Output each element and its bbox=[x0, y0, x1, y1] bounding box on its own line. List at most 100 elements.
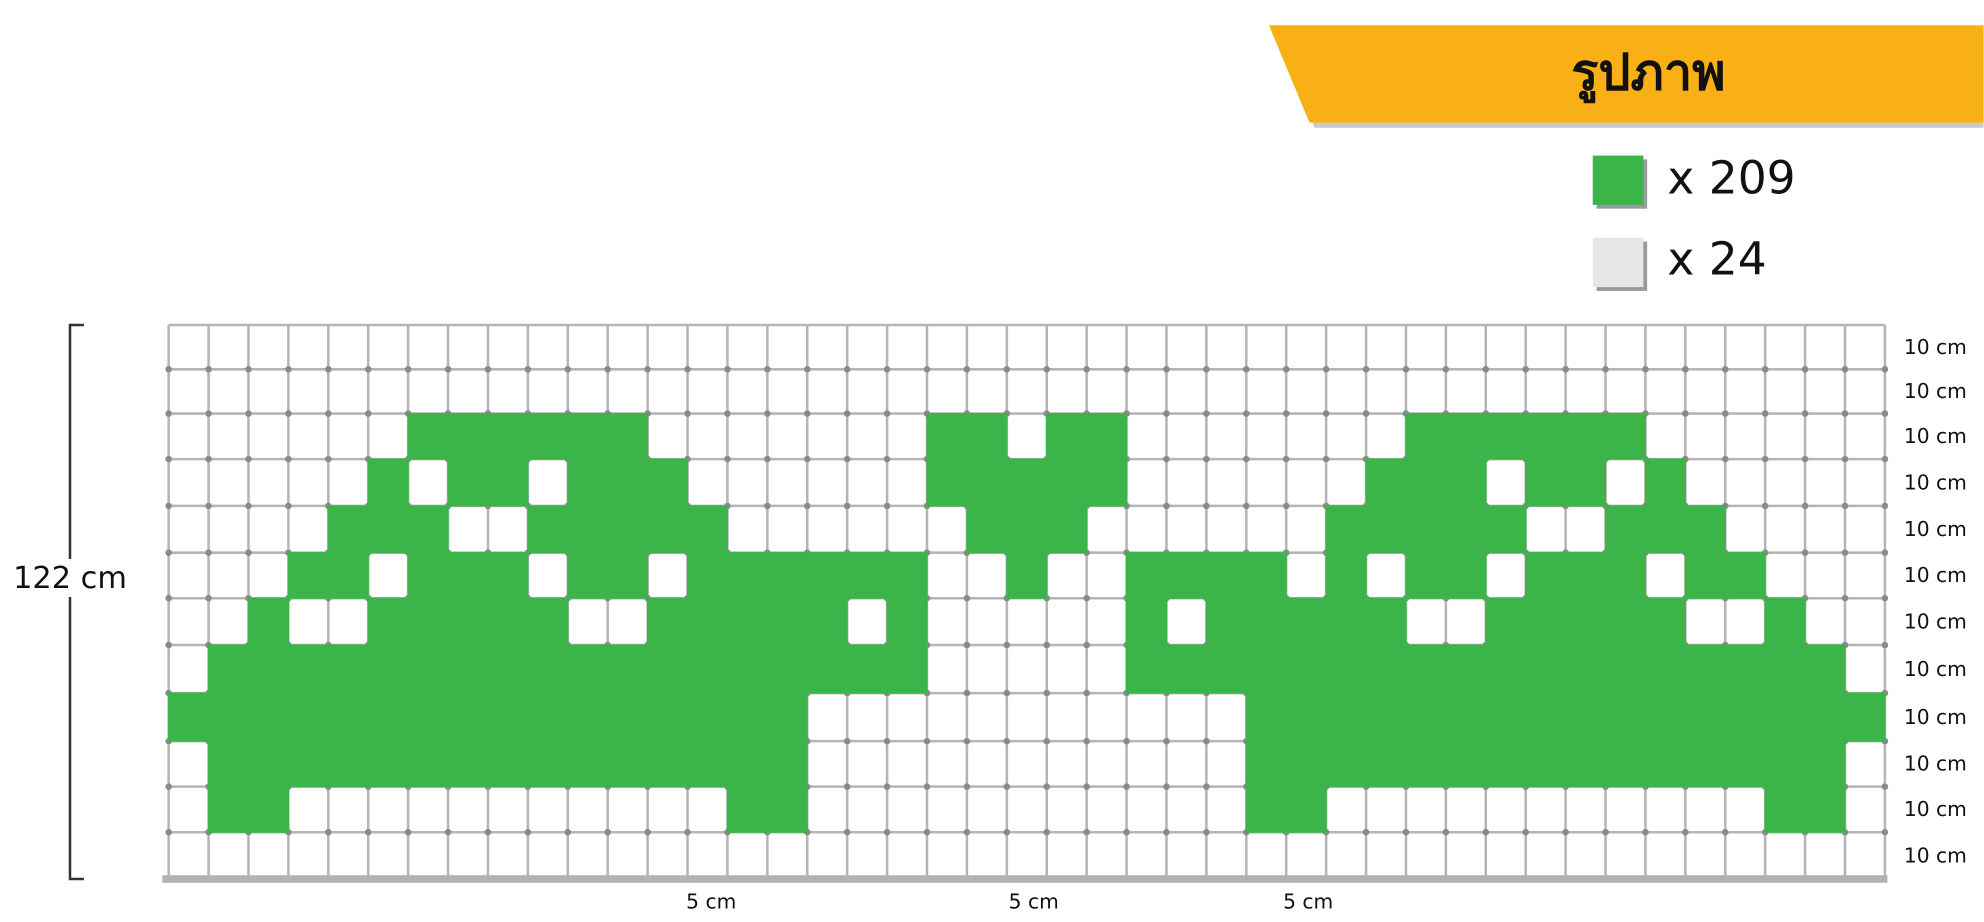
green-cell bbox=[607, 692, 649, 742]
green-cell bbox=[1564, 740, 1607, 788]
grid-dot bbox=[843, 455, 851, 463]
green-cell bbox=[1684, 692, 1726, 742]
green-cell bbox=[487, 740, 529, 788]
grid-dot bbox=[285, 410, 292, 417]
grid-dot bbox=[325, 455, 332, 463]
green-cell bbox=[567, 644, 609, 694]
green-cell bbox=[207, 786, 250, 833]
grid-dot bbox=[1881, 549, 1889, 556]
legend-label: x 209 bbox=[1667, 151, 1795, 204]
green-cell bbox=[1445, 740, 1487, 788]
grid-dot bbox=[524, 828, 532, 836]
grid-dot bbox=[1801, 410, 1809, 417]
grid-dot bbox=[165, 502, 172, 510]
grid-dot bbox=[1362, 410, 1370, 417]
green-cell bbox=[327, 644, 369, 694]
grid-dot bbox=[883, 737, 891, 745]
row-label: 10 cm bbox=[1904, 797, 1967, 821]
green-cell bbox=[1564, 692, 1607, 742]
green-cell bbox=[846, 552, 888, 599]
grid-dot bbox=[644, 828, 651, 836]
grid-dot bbox=[1682, 410, 1689, 417]
grid-dot bbox=[604, 366, 611, 373]
grid-dot bbox=[843, 828, 851, 836]
green-cell bbox=[1485, 412, 1527, 460]
green-cell bbox=[207, 692, 250, 742]
grid-dot bbox=[1841, 549, 1849, 556]
green-cell bbox=[447, 597, 489, 646]
grid-dot bbox=[1123, 783, 1130, 790]
green-cell bbox=[726, 552, 768, 599]
grid-dot bbox=[245, 502, 252, 510]
green-cell bbox=[168, 692, 210, 742]
row-label: 10 cm bbox=[1904, 424, 1967, 448]
grid-dot bbox=[1282, 502, 1290, 510]
green-cell bbox=[1325, 692, 1367, 742]
grid-dot bbox=[1761, 502, 1769, 510]
green-cell bbox=[407, 505, 449, 554]
grid-dot bbox=[1682, 828, 1689, 836]
grid-dot bbox=[1123, 366, 1130, 373]
green-cell bbox=[567, 692, 609, 742]
grid-dot bbox=[1243, 410, 1250, 417]
green-cell bbox=[1365, 597, 1407, 646]
grid-dot bbox=[684, 410, 691, 417]
green-cell bbox=[607, 552, 649, 599]
green-cell bbox=[646, 597, 689, 646]
green-cell bbox=[1764, 740, 1806, 788]
green-cell bbox=[1604, 412, 1647, 460]
grid-dot bbox=[883, 410, 891, 417]
grid-dot bbox=[883, 366, 891, 373]
green-cell bbox=[1205, 552, 1247, 599]
grid-dot bbox=[684, 828, 691, 836]
green-cell bbox=[407, 412, 449, 460]
green-cell bbox=[607, 740, 649, 788]
green-cell bbox=[1684, 552, 1726, 599]
green-cell bbox=[646, 692, 689, 742]
row-label: 10 cm bbox=[1904, 379, 1967, 403]
grid-dot bbox=[803, 366, 811, 373]
green-cell bbox=[686, 505, 729, 554]
green-cell bbox=[686, 597, 729, 646]
green-cell bbox=[247, 597, 290, 646]
grid-dot bbox=[1602, 828, 1609, 836]
green-cell bbox=[327, 740, 369, 788]
grid-dot bbox=[843, 502, 851, 510]
grid-dot bbox=[1003, 783, 1011, 790]
green-cell bbox=[1485, 505, 1527, 554]
grid-dot bbox=[1482, 366, 1490, 373]
green-cell bbox=[1285, 597, 1327, 646]
grid-dot bbox=[1083, 366, 1090, 373]
green-cell bbox=[1644, 740, 1686, 788]
green-cell bbox=[527, 597, 569, 646]
green-cell bbox=[766, 597, 808, 646]
grid-dot bbox=[165, 366, 172, 373]
grid-dot bbox=[803, 502, 811, 510]
grid-dot bbox=[1203, 410, 1210, 417]
green-cell bbox=[966, 505, 1008, 554]
grid-dot bbox=[1123, 828, 1130, 836]
green-cell bbox=[407, 692, 449, 742]
grid-dot bbox=[883, 502, 891, 510]
green-cell bbox=[686, 644, 729, 694]
green-cell bbox=[287, 692, 329, 742]
legend-swatch-green bbox=[1592, 155, 1644, 205]
grid-dot bbox=[205, 549, 212, 556]
grid-dot bbox=[1642, 366, 1649, 373]
row-label: 10 cm bbox=[1904, 517, 1967, 541]
row-label: 10 cm bbox=[1904, 705, 1967, 729]
green-cell bbox=[567, 412, 609, 460]
green-cell bbox=[686, 740, 729, 788]
grid-dot bbox=[165, 783, 172, 790]
green-cell bbox=[1764, 597, 1806, 646]
green-cell bbox=[367, 692, 409, 742]
grid-dot bbox=[604, 828, 611, 836]
green-cell bbox=[1445, 692, 1487, 742]
grid-dot bbox=[963, 689, 971, 697]
grid-dot bbox=[1642, 828, 1649, 836]
green-cell bbox=[287, 740, 329, 788]
green-cell bbox=[1644, 458, 1686, 507]
grid-dot bbox=[165, 455, 172, 463]
grid-dot bbox=[404, 366, 412, 373]
